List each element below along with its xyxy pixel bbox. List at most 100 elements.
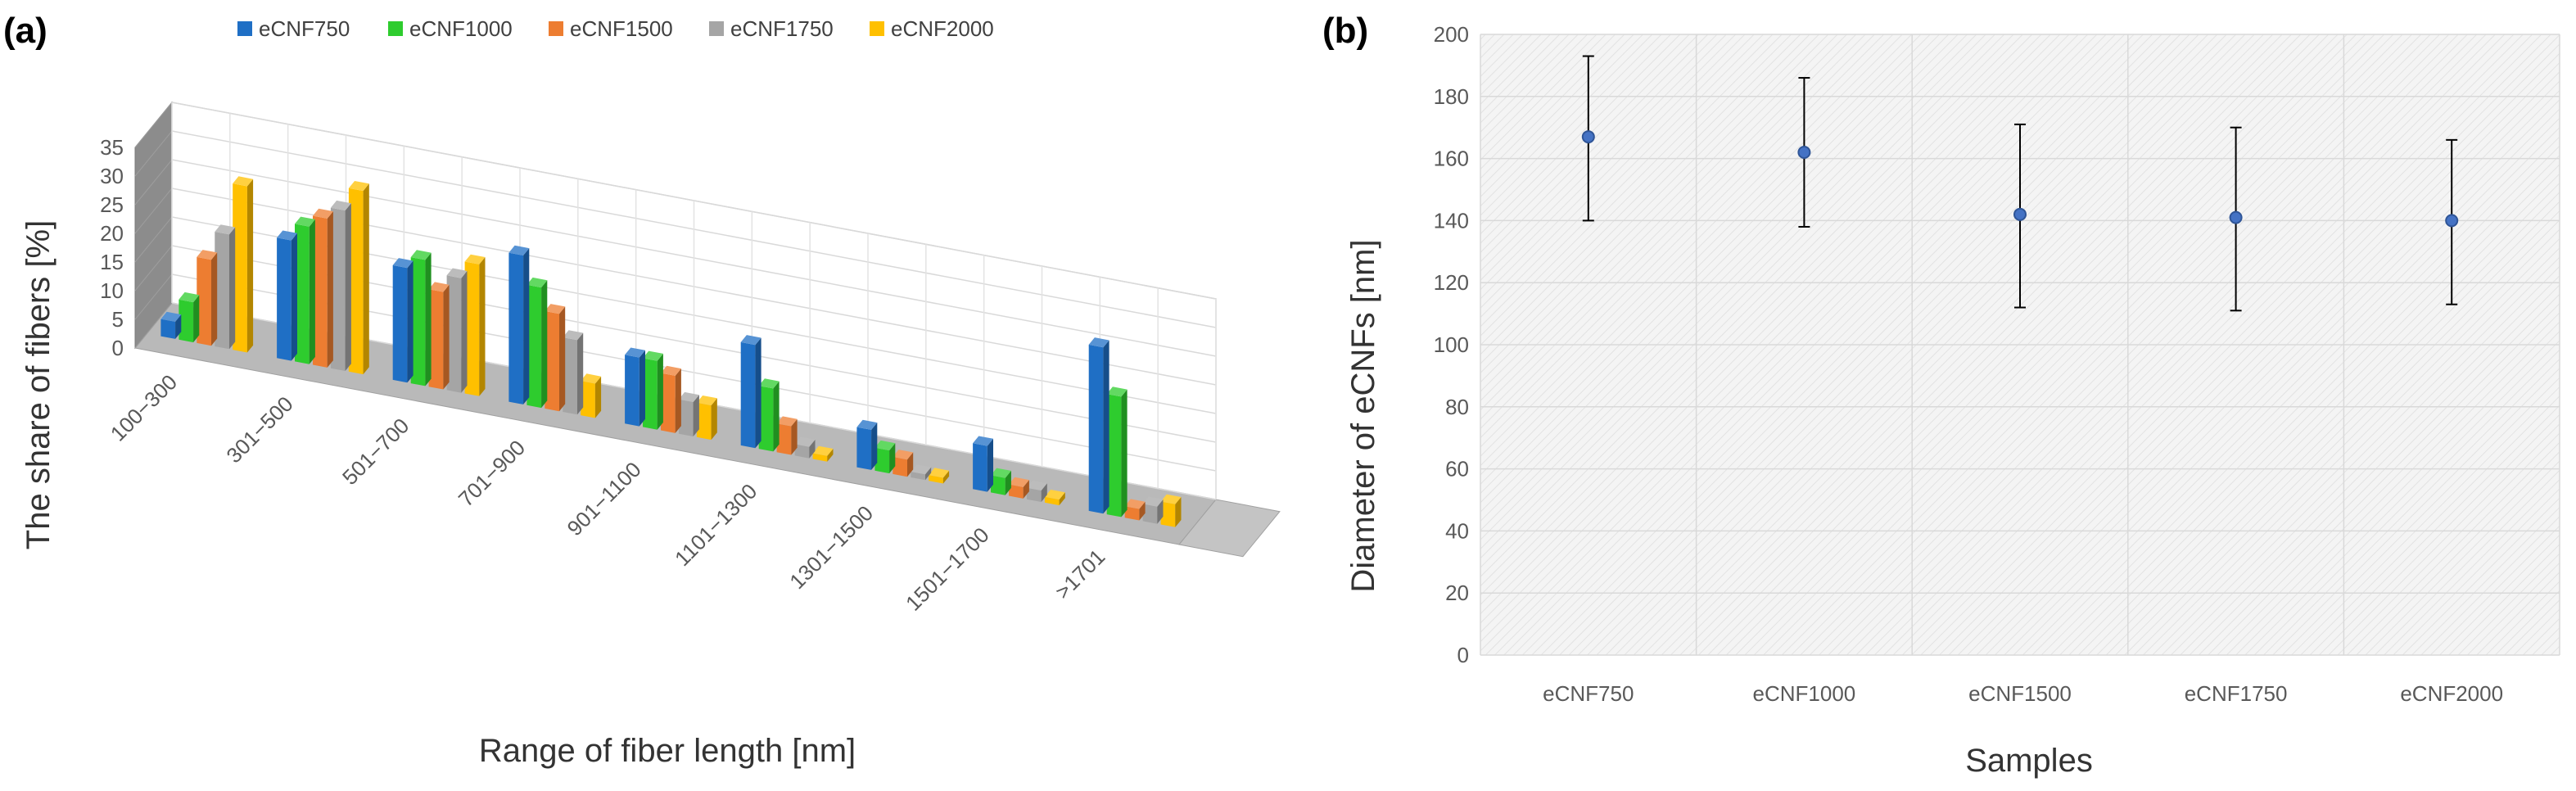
chart-a-bar-top [776, 416, 798, 427]
chart-a-bar-ecnf1500 [197, 250, 218, 346]
chart-a-bar-front [696, 402, 712, 441]
chart-a-bar-front [625, 355, 639, 427]
chart-a-bar-ecnf1750 [215, 224, 236, 350]
chart-a-bar-side [809, 439, 816, 459]
chart-a-bar-top [696, 396, 717, 406]
chart-a-bar-side [559, 306, 566, 412]
chart-b-y-tick-label: 100 [1434, 332, 1469, 357]
chart-a-floor-extension [1178, 499, 1281, 558]
chart-b-y-tick-label: 160 [1434, 147, 1469, 171]
chart-a-bar-front [1160, 501, 1176, 527]
chart-a-bar-side [461, 270, 468, 393]
chart-a-x-tick-label: 100−300 [106, 369, 182, 445]
chart-a-bar-side [657, 353, 663, 430]
chart-b-y-tick-label: 140 [1434, 208, 1469, 233]
chart-a-bar-top [973, 436, 993, 446]
chart-a-bar-front [563, 337, 577, 415]
chart-b-x-axis-title: Samples [1965, 743, 2093, 779]
chart-a-bar-ecnf1000 [1106, 386, 1128, 518]
chart-a-x-tick-label: 901−1100 [563, 457, 646, 540]
chart-a-bar-top [348, 181, 369, 192]
chart-a-bar-ecnf1500 [776, 416, 798, 455]
chart-a-bar-top [1088, 337, 1109, 348]
chart-a-bar-top [1026, 480, 1047, 490]
chart-a-bar-side [1139, 501, 1146, 521]
chart-a-x-tick-label: >1701 [1051, 545, 1110, 604]
chart-a-bar-top [508, 245, 530, 255]
chart-a-bar-top [563, 330, 584, 341]
chart-a-bar-ecnf1750 [678, 391, 699, 436]
chart-a-bar-front [973, 443, 987, 492]
chart-a-bar-front [464, 261, 480, 396]
chart-a-bar-side [773, 381, 780, 452]
chart-a-bar-side [229, 227, 236, 350]
chart-a-bar-top [428, 282, 450, 292]
chart-a-bar-ecnf750 [625, 347, 645, 427]
chart-a-bar-side [425, 252, 432, 386]
chart-a-bar-top [991, 468, 1011, 478]
chart-b-y-tick-label: 60 [1445, 457, 1469, 481]
chart-a-bar-front [661, 373, 676, 433]
chart-a-y-tick-label: 15 [100, 250, 124, 274]
chart-a-bar-side [1175, 497, 1182, 527]
chart-a-bar-front [1106, 394, 1122, 518]
chart-a-bar-side [987, 438, 993, 492]
chart-a-bar-side [246, 179, 254, 353]
chart-a-bar-ecnf1500 [313, 208, 333, 368]
chart-a-bar-ecnf1500 [428, 282, 450, 390]
chart-a-bar-ecnf750 [392, 258, 414, 383]
chart-a-legend-label: eCNF2000 [891, 16, 994, 41]
chart-a-y-tick-label: 25 [100, 192, 124, 217]
chart-a-x-tick-label: 1301−1500 [784, 500, 878, 594]
chart-a-bar-ecnf1750 [446, 268, 468, 393]
chart-a-bar-front [929, 475, 943, 484]
chart-a-legend-swatch [709, 21, 724, 36]
chart-a-bar-side [925, 467, 932, 481]
chart-a-bar-ecnf1000 [874, 440, 896, 474]
chart-b-y-ticks: 0 20 40 60 80 100 120 140 160 180 200 [1434, 22, 1469, 667]
chart-a-bar-side [1005, 470, 1011, 495]
chart-a-bar-ecnf1750 [911, 464, 932, 481]
chart-a-y-axis-title: The share of fibers [%] [20, 220, 56, 549]
chart-a-bar-top [893, 450, 914, 460]
chart-a-bar-ecnf1000 [179, 292, 200, 343]
chart-a-bar-ecnf1000 [991, 468, 1011, 495]
chart-a-bar-ecnf1500 [1009, 477, 1029, 499]
chart-a-bar-top [740, 335, 762, 346]
chart-a-legend: eCNF750 eCNF1000 eCNF1500 eCNF1750 eCNF2000 [237, 16, 994, 41]
chart-a-bar-top [545, 304, 566, 314]
chart-a-bar-top [1142, 496, 1164, 507]
chart-a-bar-side [871, 423, 878, 470]
chart-a-bar-front [1142, 504, 1158, 524]
chart-a-bar-front [526, 284, 542, 409]
chart-b-y-tick-label: 20 [1445, 581, 1469, 605]
chart-a-bar-side [1059, 492, 1065, 506]
chart-a-side-gridline [134, 273, 173, 320]
chart-a-x-tick-label: 301−500 [221, 391, 297, 468]
chart-a-bar-front [197, 256, 211, 346]
chart-a-bar-side [363, 183, 369, 375]
chart-b-y-tick-label: 80 [1445, 395, 1469, 419]
chart-a-bar-side [594, 376, 602, 418]
chart-a-bar-ecnf750 [1088, 337, 1109, 514]
chart-b-y-tick-label: 0 [1457, 643, 1469, 667]
chart-a-side-gridline [134, 130, 173, 177]
chart-a-side-gridline [134, 245, 173, 292]
chart-a-bar-side [827, 449, 834, 462]
chart-a-bar-top [392, 258, 414, 269]
chart-a-bar-top [1044, 490, 1065, 500]
chart-a-bar-side [577, 332, 584, 415]
chart-a-bar-front [446, 275, 462, 393]
chart-a-bar-side [175, 314, 182, 339]
chart-a-bar-front [330, 207, 346, 371]
chart-a-bar-front [508, 252, 524, 405]
chart-a-bar-ecnf1750 [330, 200, 351, 371]
chart-a-bar-ecnf2000 [929, 468, 950, 484]
chart-a-bar-front [160, 319, 176, 339]
chart-b-y-tick-label: 180 [1434, 84, 1469, 109]
chart-a-bar-top [179, 292, 200, 303]
chart-b-y-tick-label: 120 [1434, 270, 1469, 295]
chart-a-bar-top [277, 230, 297, 241]
